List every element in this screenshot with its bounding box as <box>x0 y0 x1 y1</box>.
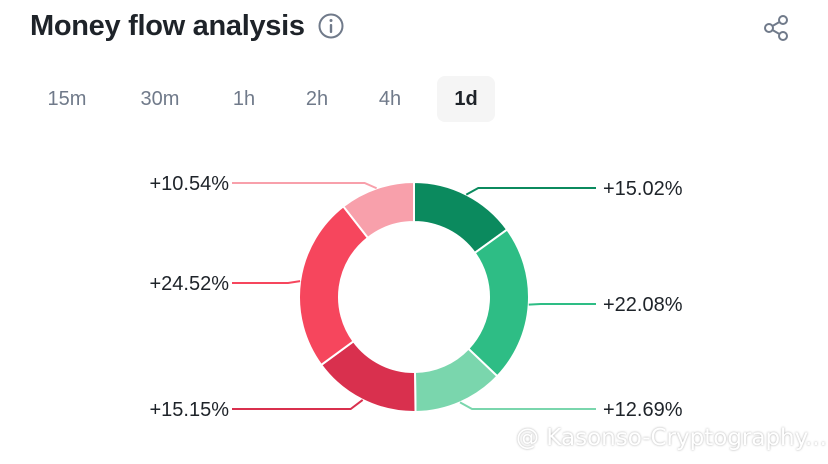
slice-label: +12.69% <box>603 399 683 421</box>
tab-1d[interactable]: 1d <box>437 76 495 122</box>
watermark: @ Kasonso-Cryptography... <box>482 424 827 452</box>
tab-15m[interactable]: 15m <box>47 87 87 110</box>
timeframe-tabs: 15m 30m 1h 2h 4h 1d <box>28 76 495 122</box>
chart-header: Money flow analysis <box>30 6 345 46</box>
leader-line <box>232 280 301 284</box>
slice-label: +15.02% <box>603 178 683 200</box>
leader-line <box>528 303 596 306</box>
leader-line <box>459 401 596 410</box>
slice-label: +10.54% <box>149 173 229 195</box>
slice-label: +15.15% <box>149 399 229 421</box>
page-title: Money flow analysis <box>30 9 305 42</box>
share-icon[interactable] <box>760 12 792 44</box>
tab-4h[interactable]: 4h <box>378 87 402 110</box>
info-icon[interactable] <box>317 12 345 40</box>
donut-slice[interactable] <box>298 204 370 367</box>
slice-label: +24.52% <box>149 273 229 295</box>
tab-2h[interactable]: 2h <box>305 87 329 110</box>
tab-30m[interactable]: 30m <box>140 87 180 110</box>
leader-line <box>232 399 364 410</box>
money-flow-donut-chart: +15.02% +22.08% +12.69% +15.15% +24.52% +10.5… <box>149 173 683 421</box>
tab-1h[interactable]: 1h <box>232 87 256 110</box>
leader-line <box>465 187 596 196</box>
binance-logo-icon <box>482 424 510 452</box>
leader-line <box>232 182 378 190</box>
donut-slice[interactable] <box>466 228 530 378</box>
slice-label: +22.08% <box>603 294 683 316</box>
donut-slice[interactable] <box>341 180 415 240</box>
watermark-text: @ Kasonso-Cryptography... <box>516 425 827 451</box>
